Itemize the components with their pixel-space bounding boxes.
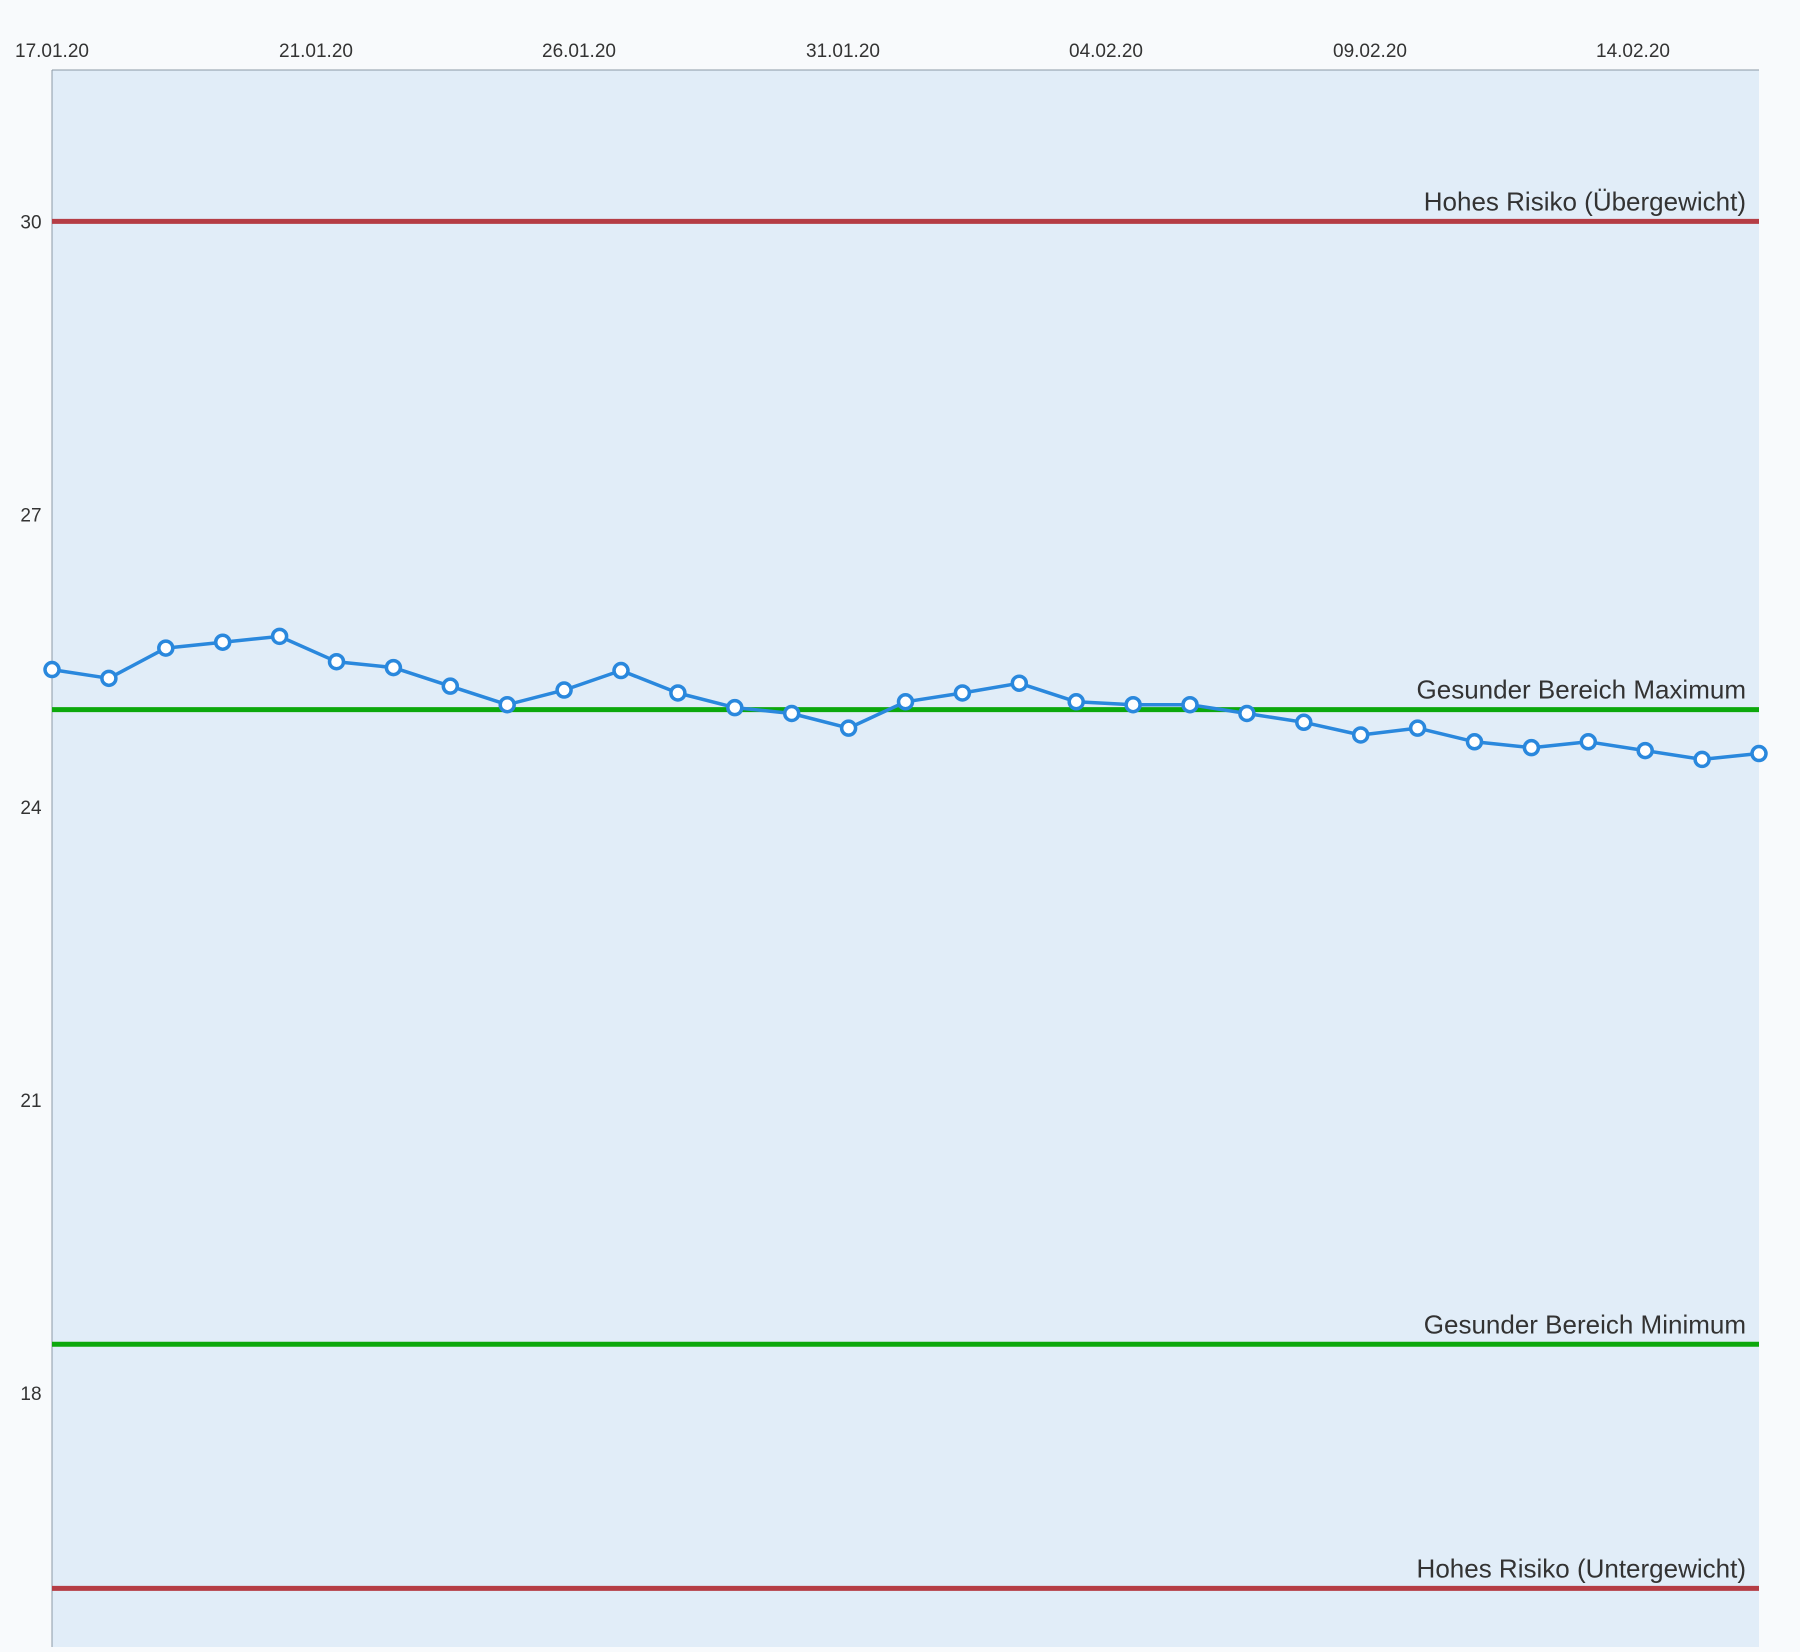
data-point: [1411, 721, 1425, 735]
x-tick-label: 14.02.20: [1596, 41, 1670, 62]
data-point: [386, 661, 400, 675]
data-point: [842, 721, 856, 735]
data-point: [955, 686, 969, 700]
data-point: [1638, 744, 1652, 758]
data-point: [899, 695, 913, 709]
plot-area: [52, 70, 1759, 1647]
data-point: [1354, 728, 1368, 742]
y-tick-label: 27: [20, 505, 41, 526]
data-point: [102, 671, 116, 685]
data-point: [1183, 698, 1197, 712]
x-tick-label: 17.01.20: [15, 41, 89, 62]
data-point: [216, 635, 230, 649]
y-tick-label: 21: [20, 1091, 41, 1112]
data-point: [1695, 752, 1709, 766]
data-point: [671, 686, 685, 700]
data-point: [1126, 698, 1140, 712]
data-point: [557, 683, 571, 697]
y-tick-label: 30: [20, 212, 41, 233]
data-point: [614, 664, 628, 678]
reference-line-label: Gesunder Bereich Maximum: [1417, 675, 1746, 705]
x-tick-label: 04.02.20: [1069, 41, 1143, 62]
x-tick-label: 21.01.20: [279, 41, 353, 62]
data-point: [500, 698, 514, 712]
data-point: [728, 701, 742, 715]
data-point: [273, 629, 287, 643]
data-point: [1069, 695, 1083, 709]
x-tick-label: 31.01.20: [806, 41, 880, 62]
reference-line-label: Hohes Risiko (Übergewicht): [1424, 186, 1746, 216]
data-point: [443, 679, 457, 693]
reference-line-label: Gesunder Bereich Minimum: [1424, 1309, 1746, 1339]
data-point: [45, 663, 59, 677]
data-point: [330, 655, 344, 669]
y-tick-label: 18: [20, 1384, 41, 1405]
x-tick-label: 26.01.20: [542, 41, 616, 62]
data-point: [1524, 741, 1538, 755]
data-point: [1752, 747, 1766, 761]
data-point: [1297, 715, 1311, 729]
data-point: [159, 641, 173, 655]
data-point: [1468, 735, 1482, 749]
data-point: [1012, 676, 1026, 690]
data-point: [785, 706, 799, 720]
data-point: [1240, 706, 1254, 720]
x-tick-label: 09.02.20: [1333, 41, 1407, 62]
reference-line-label: Hohes Risiko (Untergewicht): [1417, 1553, 1746, 1583]
data-point: [1581, 735, 1595, 749]
y-tick-label: 24: [20, 798, 42, 819]
